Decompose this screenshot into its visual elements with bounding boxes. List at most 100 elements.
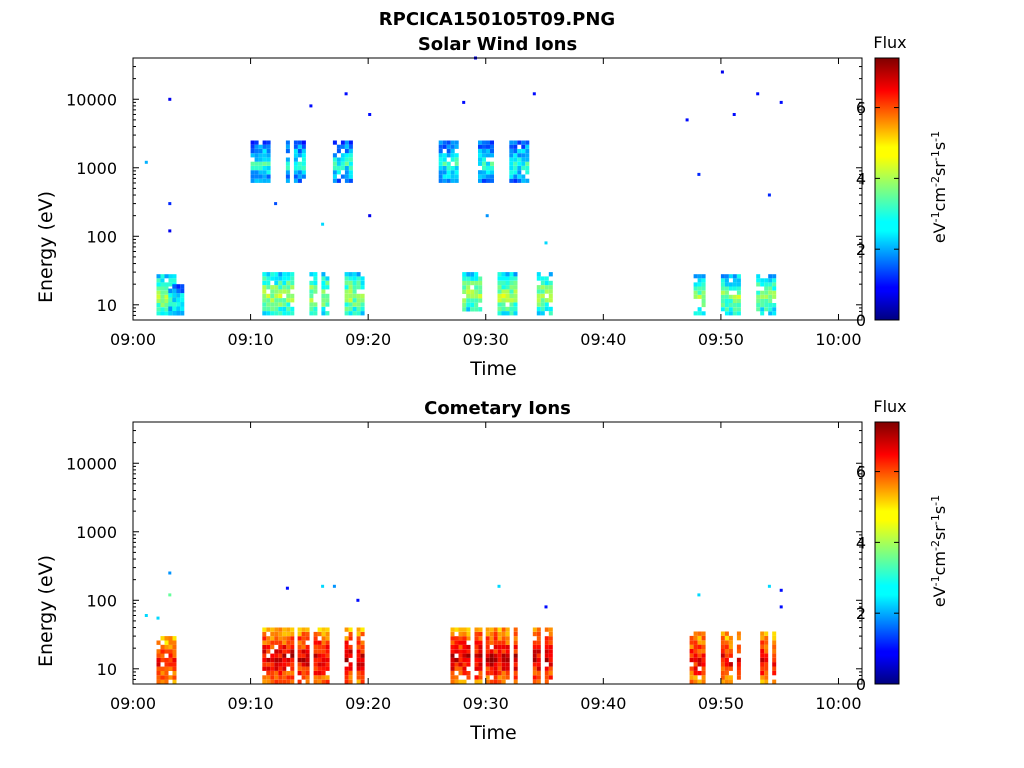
panel-solar-wind: 09:00 09:10 09:20 09:30 09:40 09:50 10:00 10 100… [35,33,949,380]
heat-cell [270,653,275,658]
heat-cell [509,272,514,277]
heat-cell [458,640,463,645]
heat-cell [297,640,302,645]
heat-cell [454,140,459,145]
heat-cell [340,166,345,171]
heat-cell [156,290,161,295]
heat-cell [286,285,291,290]
heat-cell [286,671,291,676]
heat-cell [290,666,295,671]
heat-cell [486,144,490,149]
heat-burst [156,636,177,684]
heat-cell [301,149,306,154]
x-tick-label: 09:10 [228,330,274,349]
heat-cell [501,298,506,303]
heat-cell [297,149,302,154]
heat-cell [356,666,361,671]
heat-cell [485,657,490,663]
heat-cell [285,178,290,183]
heat-cell [297,649,302,654]
heat-cell [348,311,353,316]
heat-cell [301,144,306,149]
heat-cell [478,144,482,149]
heat-cell [689,679,694,684]
heat-cell [309,302,314,307]
heat-cell [490,174,494,179]
heat-cell [270,636,275,641]
heat-cell [521,161,526,166]
heat-cell [513,644,518,650]
heat-burst [250,140,271,183]
heat-cell [168,311,173,316]
heat-cell [360,679,365,684]
heat-cell [505,285,510,290]
heat-cell [772,311,777,316]
heat-cell [701,274,706,279]
heat-cell [321,302,326,307]
heat-cell [513,293,518,299]
heat-cell [290,675,295,680]
heat-cell [168,297,173,303]
heat-cell [348,644,353,650]
heat-cell [301,649,306,654]
heat-cell [301,675,306,680]
heat-cell [317,662,322,667]
heat-cell [474,653,479,658]
heat-cell [156,311,161,316]
heat-cell [732,294,737,299]
heat-cell [736,311,741,316]
heat-cell [266,666,271,671]
heat-cell [772,653,777,658]
heat-cell [254,166,259,171]
heat-cell [360,640,365,645]
heat-cell [286,657,291,663]
heat-cell [728,662,733,667]
heat-cell [724,662,729,667]
heat-cell [348,170,353,175]
figure-title: RPCICA150105T09.PNG [379,9,615,30]
heat-cell [305,631,310,637]
scatter-point [497,584,501,588]
heat-cell [505,293,510,299]
heat-cell [262,149,267,154]
scatter-point [168,202,172,206]
heat-cell [290,679,295,684]
heat-cell [513,157,518,162]
heat-cell [286,640,291,645]
heat-cell [490,161,494,166]
heat-cell [450,157,455,162]
heat-cell [321,627,326,632]
heat-cell [701,278,706,283]
heat-cell [278,631,283,637]
heat-cell [360,627,365,632]
heat-cell [486,178,490,183]
heat-cell [293,170,298,175]
heat-cell [348,666,353,671]
heat-cell [266,679,271,684]
heat-cell [489,671,494,676]
heat-cell [724,303,729,308]
heat-cell [348,631,353,637]
heat-cell [450,653,455,658]
heat-cell [348,293,353,299]
heat-cell [466,631,471,637]
heat-cell [513,178,518,183]
heat-cell [250,144,255,149]
heat-cell [278,657,283,663]
heat-cell [348,298,353,303]
heat-cell [768,303,773,308]
heat-cell [509,298,514,303]
heat-cell [180,297,185,303]
heat-cell [756,298,761,303]
heat-cell [462,280,467,286]
heat-cell [470,307,475,312]
heat-cell [548,631,553,637]
heat-cell [290,272,295,277]
heat-cell [497,280,502,286]
x-tick-label: 09:10 [228,694,274,713]
heat-cell [764,303,769,308]
heat-cell [301,666,306,671]
heat-cell [756,282,761,287]
heat-cell [478,149,482,154]
heat-cell [293,178,298,183]
